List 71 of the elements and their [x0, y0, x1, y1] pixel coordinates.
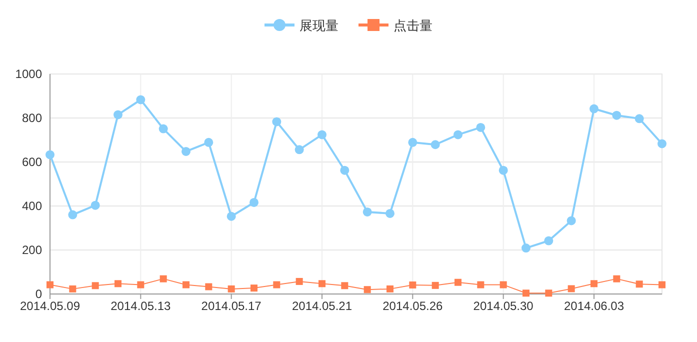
point — [318, 130, 326, 140]
x-tick-label: 2014.05.09 — [20, 299, 80, 313]
x-tick-label: 2014.06.03 — [564, 299, 624, 313]
point — [362, 207, 372, 216]
point — [250, 284, 258, 292]
point — [137, 281, 144, 288]
point — [658, 281, 666, 288]
legend-label: 展现量 — [300, 18, 338, 33]
point — [522, 290, 530, 297]
point — [590, 280, 598, 288]
point — [69, 285, 76, 292]
y-tick-label: 400 — [22, 199, 42, 213]
x-tick-label: 2014.05.30 — [473, 299, 534, 313]
point — [386, 285, 394, 292]
point — [408, 138, 418, 147]
y-tick-label: 600 — [22, 155, 42, 169]
point — [46, 150, 54, 160]
point — [364, 286, 371, 294]
point — [568, 285, 575, 292]
point — [454, 278, 462, 286]
point — [500, 281, 507, 288]
point — [296, 278, 303, 285]
point — [228, 285, 235, 292]
point — [160, 275, 167, 282]
point — [318, 280, 326, 288]
point — [182, 281, 190, 288]
point — [250, 198, 258, 207]
point — [613, 275, 620, 282]
point — [182, 146, 190, 156]
point — [545, 290, 552, 297]
x-tick-label: 2014.05.13 — [110, 299, 172, 313]
point — [158, 124, 168, 134]
y-tick-label: 0 — [35, 287, 42, 301]
point — [136, 95, 146, 104]
point — [454, 130, 462, 140]
point — [340, 166, 350, 175]
point — [430, 140, 440, 150]
legend-label: 点击量 — [394, 18, 432, 33]
y-tick-label: 200 — [22, 243, 42, 257]
x-tick-label: 2014.05.21 — [292, 299, 352, 313]
point — [46, 281, 54, 288]
point — [409, 281, 416, 288]
point — [386, 208, 394, 218]
point — [272, 117, 282, 126]
point — [205, 283, 212, 290]
point — [612, 110, 622, 120]
point — [226, 212, 236, 221]
x-tick-label: 2014.05.17 — [201, 299, 262, 313]
point — [634, 114, 644, 124]
point — [341, 282, 348, 290]
point — [590, 104, 598, 114]
point — [477, 281, 484, 288]
point — [90, 200, 100, 210]
point — [294, 145, 304, 154]
point — [68, 210, 78, 220]
point — [92, 282, 99, 290]
point — [432, 282, 439, 289]
point — [114, 110, 122, 120]
point — [522, 244, 530, 253]
point — [476, 122, 486, 132]
point — [114, 280, 122, 288]
point — [636, 280, 643, 288]
point — [273, 281, 280, 288]
point — [658, 139, 666, 148]
point — [498, 166, 508, 175]
point — [544, 236, 554, 246]
x-tick-label: 2014.05.26 — [382, 299, 444, 313]
point — [566, 216, 576, 226]
point — [204, 138, 214, 147]
y-tick-label: 800 — [22, 111, 42, 125]
y-tick-label: 1000 — [15, 67, 42, 81]
